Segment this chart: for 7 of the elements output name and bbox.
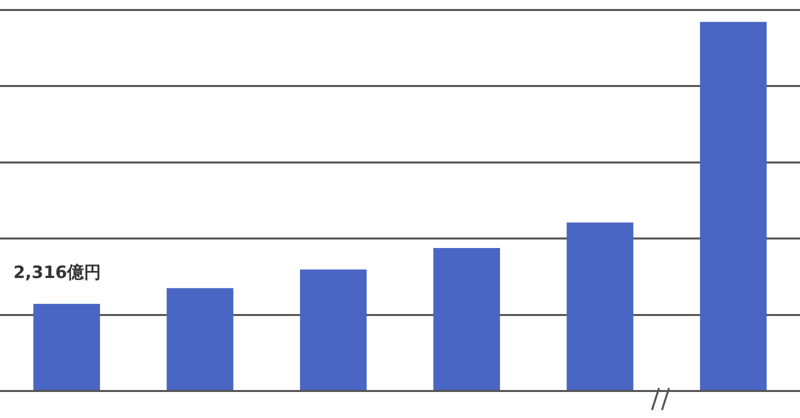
bar [433, 248, 500, 390]
data-label: 2,316億円 [13, 262, 102, 283]
bar [566, 222, 634, 390]
bar [700, 22, 767, 390]
bar [166, 288, 234, 390]
bar [33, 304, 100, 390]
bar [300, 270, 367, 390]
